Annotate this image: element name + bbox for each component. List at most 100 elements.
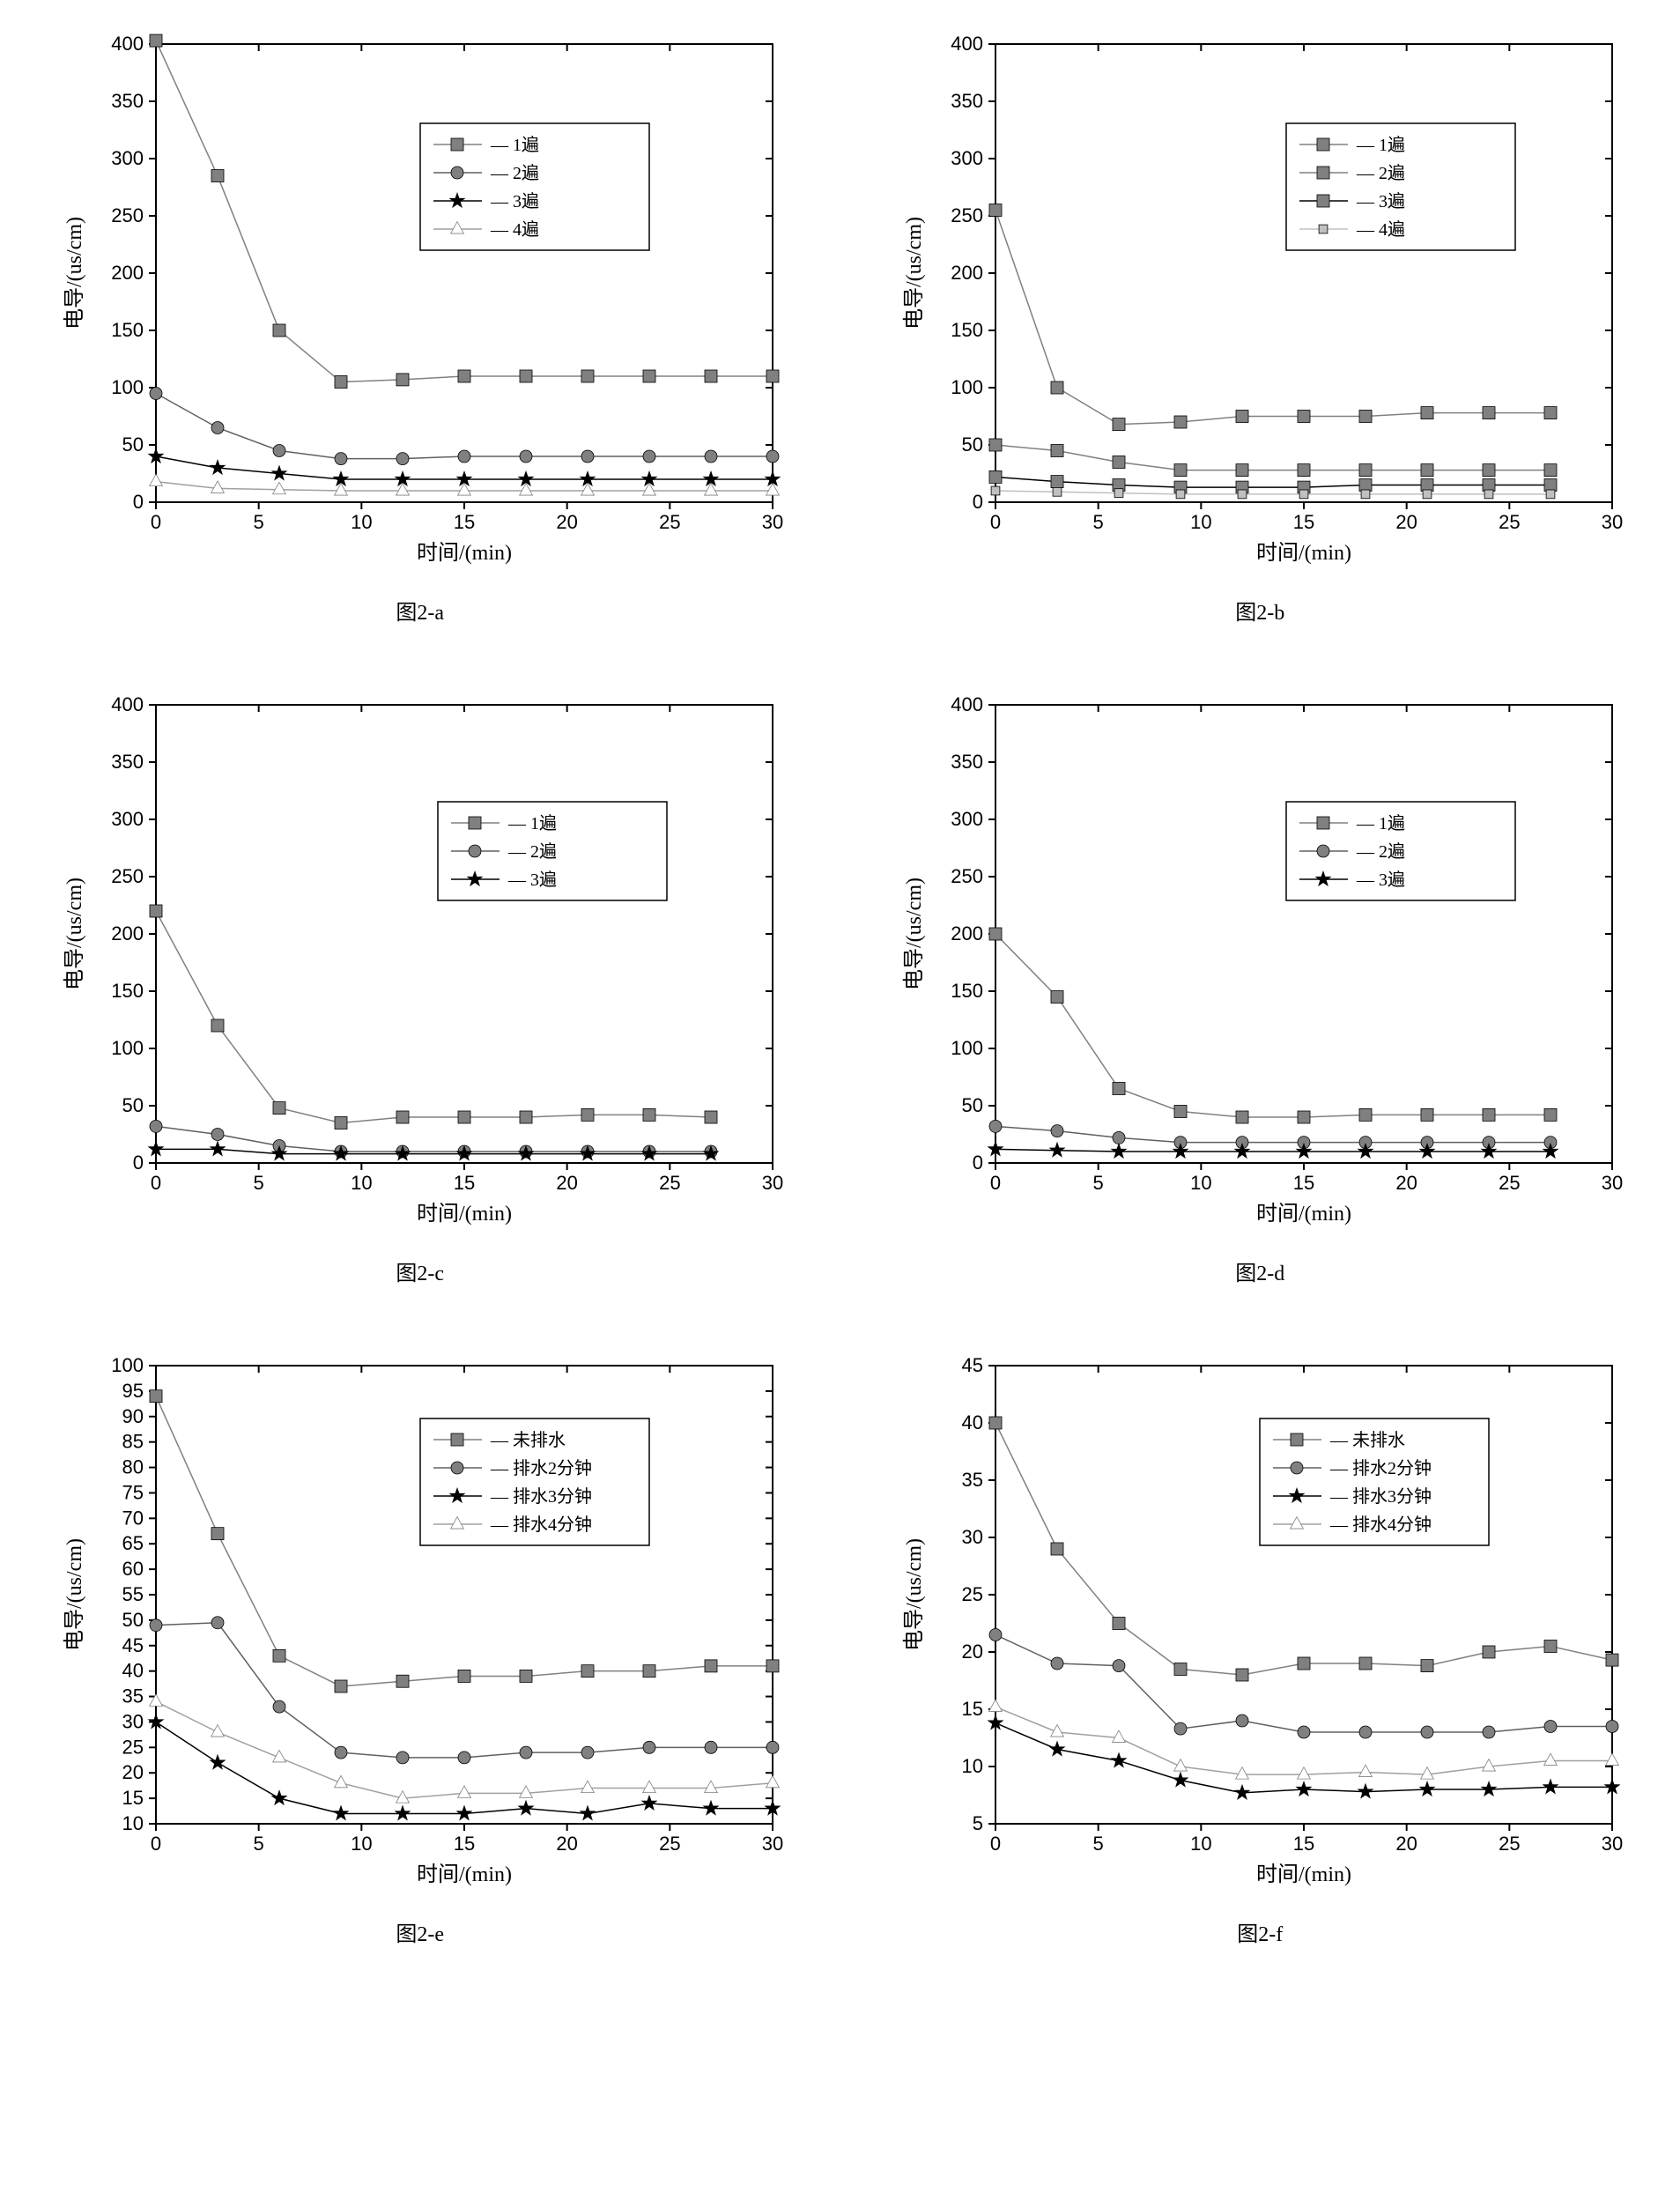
series-marker xyxy=(273,1102,285,1115)
series-marker xyxy=(458,1670,470,1682)
x-tick-label: 0 xyxy=(990,511,1001,533)
y-tick-label: 400 xyxy=(951,693,984,715)
series-marker xyxy=(642,1781,655,1792)
x-axis-label: 时间/(min) xyxy=(1256,1202,1351,1226)
x-tick-label: 15 xyxy=(454,1833,475,1855)
y-tick-label: 90 xyxy=(122,1405,143,1427)
series-marker xyxy=(991,486,1000,495)
chart-caption: 图2-d xyxy=(1235,1255,1284,1286)
series-marker xyxy=(335,1680,347,1692)
series-line xyxy=(995,934,1550,1117)
x-tick-label: 25 xyxy=(1499,511,1520,533)
chart-caption: 图2-b xyxy=(1235,595,1284,626)
series-marker xyxy=(150,1120,162,1132)
svg-text:—: — xyxy=(507,870,527,890)
series-marker xyxy=(641,1796,656,1810)
series-line xyxy=(156,394,773,459)
series-marker xyxy=(1236,464,1248,477)
y-tick-label: 40 xyxy=(962,1411,983,1433)
series-marker xyxy=(520,450,532,463)
series-marker xyxy=(520,1111,532,1123)
series-marker xyxy=(1421,1767,1434,1779)
series-marker xyxy=(1112,1144,1127,1158)
y-tick-label: 0 xyxy=(133,1152,144,1174)
series-marker xyxy=(989,1417,1002,1429)
series-marker xyxy=(1359,464,1372,477)
series-line xyxy=(995,1707,1612,1774)
series-line xyxy=(156,1722,773,1813)
x-axis-label: 时间/(min) xyxy=(1256,541,1351,565)
y-tick-label: 350 xyxy=(951,90,984,112)
legend-label: 1遍 xyxy=(530,813,557,833)
y-tick-label: 15 xyxy=(122,1787,143,1809)
series-marker xyxy=(1050,1143,1065,1157)
svg-text:—: — xyxy=(1329,1515,1349,1535)
y-tick-label: 50 xyxy=(962,433,983,456)
x-tick-label: 0 xyxy=(151,511,161,533)
series-marker xyxy=(520,370,532,382)
series-marker xyxy=(1544,479,1557,492)
series-marker xyxy=(643,450,655,463)
x-tick-label: 10 xyxy=(351,511,372,533)
chart-d-wrapper: 051015202530050100150200250300350400时间/(… xyxy=(858,678,1663,1286)
series-marker xyxy=(272,482,285,493)
x-tick-label: 5 xyxy=(253,1833,263,1855)
chart-f: 05101520253051015202530354045时间/(min)电导/… xyxy=(872,1339,1647,1903)
series-marker xyxy=(395,1806,410,1820)
series-marker xyxy=(458,450,470,463)
y-tick-label: 100 xyxy=(111,1354,144,1376)
y-tick-label: 150 xyxy=(111,980,144,1002)
x-tick-label: 10 xyxy=(351,1833,372,1855)
x-tick-label: 0 xyxy=(151,1172,161,1194)
series-marker xyxy=(1174,1663,1187,1676)
x-tick-label: 25 xyxy=(659,1172,680,1194)
series-marker xyxy=(1298,1767,1311,1779)
y-axis-label: 电导/(us/cm) xyxy=(63,217,86,330)
series-marker xyxy=(1423,490,1432,499)
x-tick-label: 0 xyxy=(990,1833,1001,1855)
legend-label: 3遍 xyxy=(530,870,557,890)
legend-label: 3遍 xyxy=(1379,870,1405,890)
series-marker xyxy=(1606,1721,1618,1733)
svg-text:—: — xyxy=(1356,192,1375,211)
series-marker xyxy=(1359,411,1372,423)
series-marker xyxy=(1113,1083,1125,1095)
series-marker xyxy=(1174,1106,1187,1118)
y-tick-label: 45 xyxy=(122,1634,143,1656)
svg-text:—: — xyxy=(1329,1431,1349,1450)
y-tick-label: 300 xyxy=(951,147,984,169)
legend-label: 2遍 xyxy=(1379,841,1405,862)
y-tick-label: 15 xyxy=(962,1698,983,1720)
series-marker xyxy=(211,170,224,182)
legend-label: 1遍 xyxy=(1379,813,1405,833)
y-tick-label: 35 xyxy=(122,1685,143,1707)
series-marker xyxy=(211,481,224,493)
series-marker xyxy=(1483,1108,1495,1121)
series-marker xyxy=(581,1781,594,1792)
series-marker xyxy=(1421,1108,1433,1121)
y-tick-label: 350 xyxy=(951,751,984,773)
series-marker xyxy=(1112,1753,1127,1767)
legend-label: 1遍 xyxy=(513,135,539,155)
series-marker xyxy=(150,1619,162,1632)
y-tick-label: 95 xyxy=(122,1380,143,1402)
series-marker xyxy=(643,1741,655,1753)
series-marker xyxy=(1544,1641,1557,1653)
legend-label: 未排水 xyxy=(513,1430,566,1450)
y-tick-label: 400 xyxy=(951,33,984,55)
series-marker xyxy=(1299,490,1308,499)
series-marker xyxy=(271,1790,286,1804)
series-marker xyxy=(1484,490,1493,499)
y-tick-label: 100 xyxy=(951,1037,984,1059)
series-marker xyxy=(1358,1784,1373,1798)
x-tick-label: 20 xyxy=(556,1833,577,1855)
x-tick-label: 25 xyxy=(1499,1172,1520,1194)
legend-label: 排水3分钟 xyxy=(513,1486,592,1507)
series-marker xyxy=(1421,1726,1433,1738)
y-tick-label: 80 xyxy=(122,1456,143,1478)
series-marker xyxy=(1546,490,1555,499)
x-tick-label: 20 xyxy=(1396,1172,1417,1194)
series-marker xyxy=(989,1629,1002,1641)
chart-c: 051015202530050100150200250300350400时间/(… xyxy=(33,678,808,1242)
chart-caption: 图2-e xyxy=(396,1916,444,1947)
